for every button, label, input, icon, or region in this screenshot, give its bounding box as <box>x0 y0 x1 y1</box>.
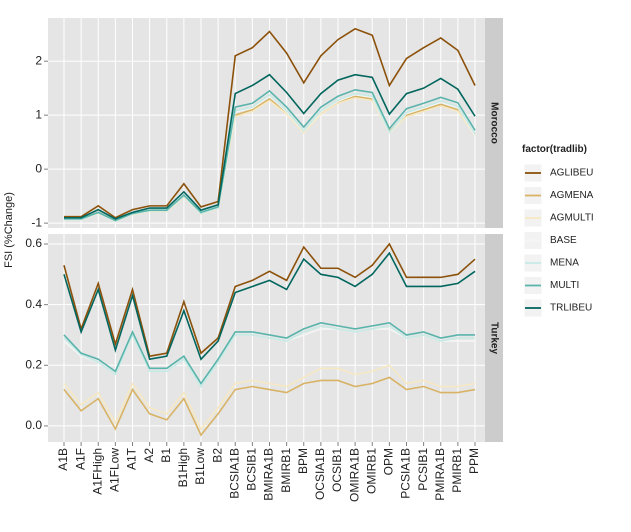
strip-label: Morocco <box>488 102 499 144</box>
x-tick-label: A1FLow <box>108 448 122 492</box>
series-line <box>63 364 476 431</box>
y-tick-label: 1 <box>35 107 42 121</box>
x-tick-label: OMIRB1 <box>364 448 378 494</box>
x-tick-label: A2 <box>142 448 156 463</box>
strip <box>485 234 503 442</box>
x-tick-label: PCSIA1B <box>399 448 413 499</box>
x-tick-label: PMIRB1 <box>450 448 464 493</box>
x-tick-label: BCSIA1B <box>227 448 241 499</box>
y-tick-label: 2 <box>35 53 42 67</box>
strip <box>485 18 503 228</box>
series-line <box>64 73 476 220</box>
x-tick-label: BMIRB1 <box>279 448 293 493</box>
x-tick-label: BPM <box>296 448 310 474</box>
series-line <box>63 325 475 388</box>
y-tick-label: 0.2 <box>25 357 42 371</box>
series-line <box>63 376 476 437</box>
series-line <box>63 321 475 385</box>
x-tick-label: A1B <box>56 448 70 471</box>
x-tick-label: B2 <box>210 448 224 463</box>
series-line <box>64 27 476 219</box>
legend-title: factor(tradlib) <box>522 144 587 155</box>
x-tick-label: B1High <box>176 448 190 487</box>
y-tick-label: 0.4 <box>25 297 42 311</box>
x-tick-label: A1T <box>125 447 139 470</box>
legend-label: AGLIBEU <box>550 168 593 179</box>
legend-label: MULTI <box>550 280 579 291</box>
x-tick-label: BCSIB1 <box>245 448 259 491</box>
panel-background <box>48 18 485 228</box>
x-tick-label: PPM <box>467 448 481 474</box>
series-line <box>63 251 476 361</box>
x-tick-label: OMIRA1B <box>347 448 361 502</box>
strip-label: Turkey <box>488 322 499 354</box>
legend-label: MENA <box>550 258 579 269</box>
x-tick-label: PCSIB1 <box>416 448 430 491</box>
y-tick-label: 0 <box>35 161 42 175</box>
x-tick-label: PMIRA1B <box>433 448 447 501</box>
legend-label: AGMULTI <box>550 213 594 224</box>
y-axis-label: FSI (%Change) <box>3 192 15 268</box>
y-tick-label: -1 <box>31 215 42 229</box>
series-line <box>63 242 476 358</box>
x-tick-label: B1Low <box>193 448 207 485</box>
x-tick-label: OCSIB1 <box>330 448 344 492</box>
y-tick-label: 0.6 <box>25 236 42 250</box>
x-tick-label: A1FHigh <box>90 448 104 495</box>
series-line <box>64 88 476 222</box>
x-tick-label: A1F <box>73 448 87 470</box>
legend-label: AGMENA <box>550 190 594 201</box>
x-tick-label: BMIRA1B <box>262 448 276 501</box>
x-tick-label: B1 <box>159 448 173 463</box>
x-tick-label: OPM <box>382 448 396 475</box>
legend-label: TRLIBEU <box>550 303 592 314</box>
x-tick-label: OCSIA1B <box>313 448 327 500</box>
legend-label: BASE <box>550 235 577 246</box>
y-tick-label: 0.0 <box>25 418 42 432</box>
